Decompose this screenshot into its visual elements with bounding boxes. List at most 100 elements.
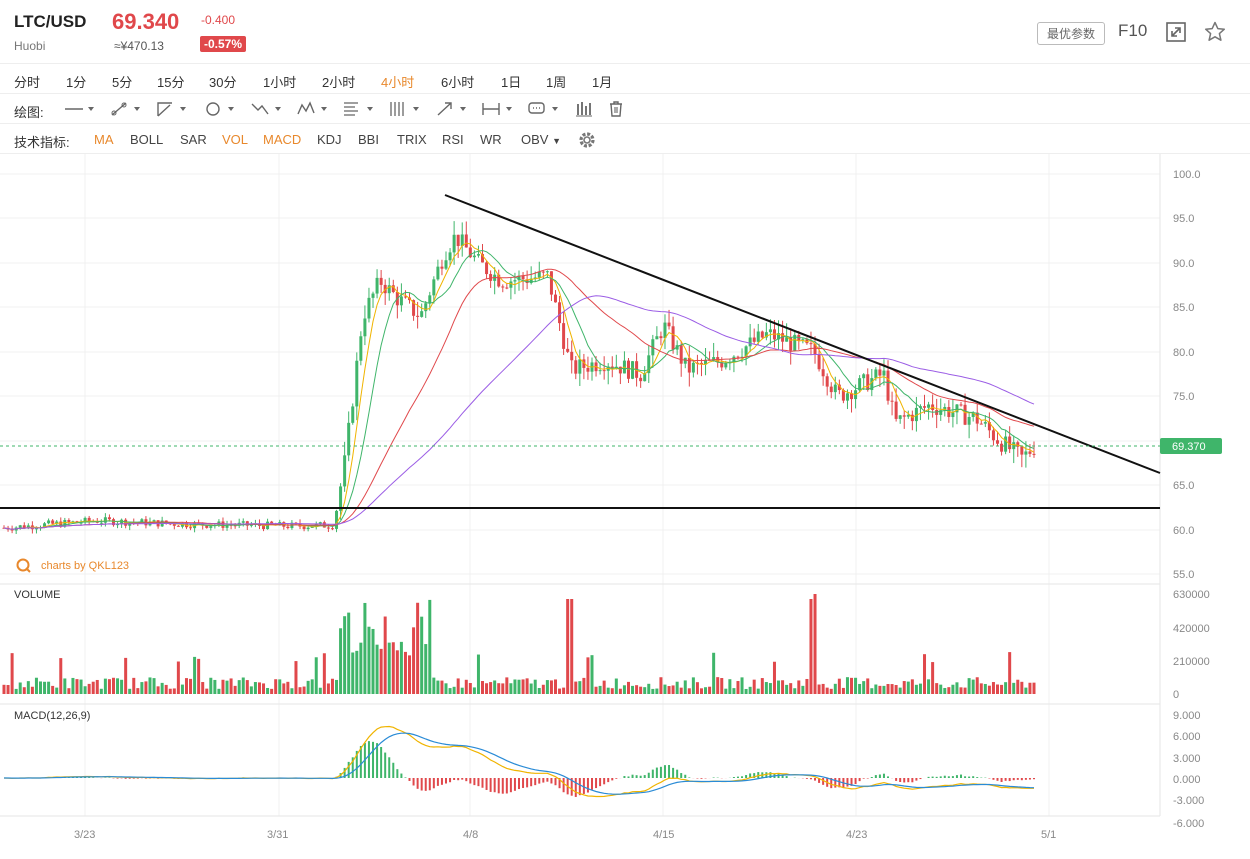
volume-bar: [306, 680, 310, 694]
fullscreen-icon[interactable]: [1164, 20, 1188, 44]
timeframe-30m[interactable]: 30分: [209, 75, 237, 90]
timeframe-15m[interactable]: 15分: [157, 75, 185, 90]
candle-body: [59, 521, 63, 527]
indicator-wr[interactable]: WR: [480, 132, 502, 147]
indicator-label: 技术指标:: [14, 135, 70, 150]
candle-body: [221, 521, 225, 528]
f10-button[interactable]: F10: [1118, 21, 1148, 40]
volume-bar: [606, 687, 610, 694]
volume-bar: [655, 688, 659, 694]
price-tick: 75.0: [1173, 391, 1194, 403]
volume-bar: [197, 658, 201, 694]
arrow-tool-icon[interactable]: [434, 99, 470, 119]
volume-bar: [837, 678, 841, 694]
indicator-bbi[interactable]: BBI: [358, 132, 379, 147]
volume-bar: [229, 678, 233, 694]
candle-body: [549, 271, 553, 295]
last-price: 69.340: [112, 9, 180, 34]
candle-body: [785, 337, 789, 342]
candle-body: [825, 376, 829, 387]
trash-icon[interactable]: [606, 99, 626, 119]
volume-bar: [302, 686, 306, 694]
ma60-line: [3, 295, 1035, 530]
timeframe-1w[interactable]: 1周: [546, 75, 567, 90]
volume-bar: [249, 686, 253, 694]
pattern-tool-icon[interactable]: [295, 99, 331, 119]
timeframe-2h[interactable]: 2小时: [322, 75, 356, 90]
descending-trendline[interactable]: [444, 194, 1161, 474]
volume-bar: [927, 679, 931, 694]
exchange-name: Huobi: [14, 39, 46, 53]
candle-body: [829, 386, 833, 393]
volume-bar: [363, 602, 367, 694]
timeframe-tick[interactable]: 分时: [14, 75, 41, 90]
timeframe-5m[interactable]: 5分: [112, 75, 133, 90]
indicator-macd[interactable]: MACD: [263, 132, 302, 147]
timeframe-1h[interactable]: 1小时: [263, 75, 297, 90]
candle-body: [679, 345, 683, 364]
timeframe-4h[interactable]: 4小时: [381, 75, 415, 90]
volume-bar: [635, 685, 639, 694]
volume-bar: [882, 685, 886, 694]
range-tool-icon[interactable]: [480, 99, 516, 119]
candle-body: [647, 355, 651, 374]
timeframe-bar: 分时 1分 5分 15分 30分 1小时 2小时 4小时 6小时 1日 1周 1…: [0, 64, 1250, 94]
optimal-params-button[interactable]: 最优参数: [1037, 22, 1106, 45]
timeframe-1d[interactable]: 1日: [501, 75, 522, 90]
gear-icon[interactable]: [577, 130, 597, 150]
volume-bar: [732, 688, 736, 694]
star-favorite-icon[interactable]: [1203, 20, 1227, 44]
volume-bar: [160, 682, 164, 694]
candle-body: [833, 384, 837, 393]
volume-bar: [440, 680, 444, 694]
candle-body: [83, 517, 87, 523]
volume-bar: [278, 679, 282, 694]
candle-body: [874, 369, 878, 379]
volume-bar: [533, 679, 537, 694]
timeframe-1m[interactable]: 1分: [66, 75, 87, 90]
circle-tool-icon[interactable]: [202, 99, 238, 119]
candle-body: [639, 377, 643, 382]
volume-bar: [983, 683, 987, 694]
volume-bar: [217, 688, 221, 694]
fibonacci-tool-icon[interactable]: [341, 99, 377, 119]
indicator-kdj[interactable]: KDJ: [317, 132, 342, 147]
volume-bar: [403, 651, 407, 694]
candle-body: [691, 362, 695, 373]
volume-bar: [172, 688, 176, 694]
candle-body: [497, 274, 501, 287]
candle-body: [631, 361, 635, 379]
candle-body: [712, 357, 716, 361]
bars-tool-icon[interactable]: [574, 99, 594, 119]
indicator-trix[interactable]: TRIX: [397, 132, 427, 147]
indicator-vol[interactable]: VOL: [222, 132, 249, 147]
volume-bar: [728, 679, 732, 694]
price-chart[interactable]: 69.370 100.0 95.0 90.0 85.0 80.0 75.0 65…: [0, 154, 1250, 859]
zigzag-tool-icon[interactable]: [249, 99, 285, 119]
volume-bar: [472, 687, 476, 694]
volume-bar: [485, 683, 489, 694]
candle-body: [501, 286, 505, 288]
candle-body: [205, 525, 209, 528]
candle-body: [452, 234, 456, 253]
indicator-ma[interactable]: MA: [94, 132, 114, 147]
volume-bar: [570, 599, 574, 694]
indicator-rsi[interactable]: RSI: [442, 132, 464, 147]
parallel-tool-icon[interactable]: [387, 99, 423, 119]
price-change-pct-badge: -0.57%: [200, 36, 247, 52]
candle-body: [991, 430, 995, 441]
segment-tool-icon[interactable]: [108, 99, 144, 119]
comment-tool-icon[interactable]: [526, 99, 562, 119]
indicator-boll[interactable]: BOLL: [130, 132, 164, 147]
indicator-obv-dropdown[interactable]: OBV ▼: [521, 132, 561, 147]
timeframe-6h[interactable]: 6小时: [441, 75, 475, 90]
ray-tool-icon[interactable]: [154, 99, 190, 119]
ticker-header: LTC/USD Huobi 69.340 ≈¥470.13 -0.400 -0.…: [0, 0, 1250, 64]
candle-body: [898, 415, 902, 419]
candle-body: [47, 520, 51, 524]
candle-body: [602, 370, 606, 372]
volume-bar: [594, 686, 598, 694]
line-tool-icon[interactable]: [62, 99, 98, 119]
timeframe-1mo[interactable]: 1月: [592, 75, 613, 90]
indicator-sar[interactable]: SAR: [180, 132, 207, 147]
